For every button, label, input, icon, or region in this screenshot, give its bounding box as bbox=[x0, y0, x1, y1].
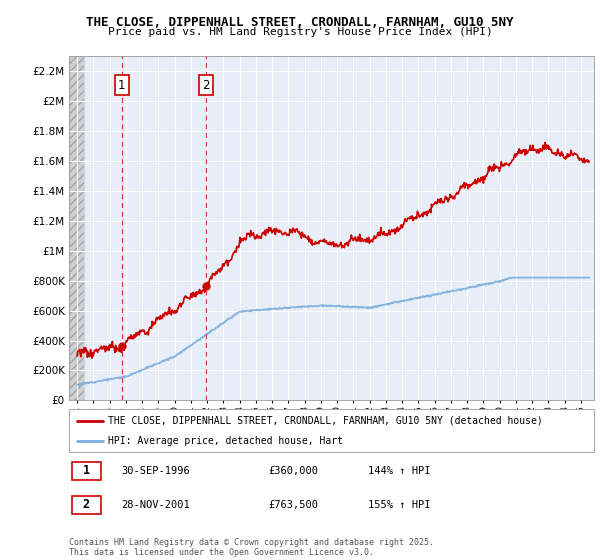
Text: £360,000: £360,000 bbox=[269, 466, 319, 476]
Text: Price paid vs. HM Land Registry's House Price Index (HPI): Price paid vs. HM Land Registry's House … bbox=[107, 27, 493, 37]
FancyBboxPatch shape bbox=[71, 496, 101, 514]
Text: 155% ↑ HPI: 155% ↑ HPI bbox=[368, 500, 431, 510]
Text: 30-SEP-1996: 30-SEP-1996 bbox=[121, 466, 190, 476]
FancyBboxPatch shape bbox=[71, 462, 101, 480]
Text: HPI: Average price, detached house, Hart: HPI: Average price, detached house, Hart bbox=[109, 436, 343, 446]
FancyBboxPatch shape bbox=[69, 409, 594, 452]
Text: THE CLOSE, DIPPENHALL STREET, CRONDALL, FARNHAM, GU10 5NY (detached house): THE CLOSE, DIPPENHALL STREET, CRONDALL, … bbox=[109, 416, 543, 426]
Bar bbox=[69, 56, 85, 400]
Text: 2: 2 bbox=[83, 498, 89, 511]
Bar bbox=[69, 56, 85, 400]
Text: 28-NOV-2001: 28-NOV-2001 bbox=[121, 500, 190, 510]
Text: 2: 2 bbox=[202, 79, 209, 92]
Text: 1: 1 bbox=[83, 464, 89, 477]
Text: THE CLOSE, DIPPENHALL STREET, CRONDALL, FARNHAM, GU10 5NY: THE CLOSE, DIPPENHALL STREET, CRONDALL, … bbox=[86, 16, 514, 29]
Text: Contains HM Land Registry data © Crown copyright and database right 2025.
This d: Contains HM Land Registry data © Crown c… bbox=[69, 538, 434, 557]
Text: £763,500: £763,500 bbox=[269, 500, 319, 510]
Text: 144% ↑ HPI: 144% ↑ HPI bbox=[368, 466, 431, 476]
Text: 1: 1 bbox=[118, 79, 125, 92]
